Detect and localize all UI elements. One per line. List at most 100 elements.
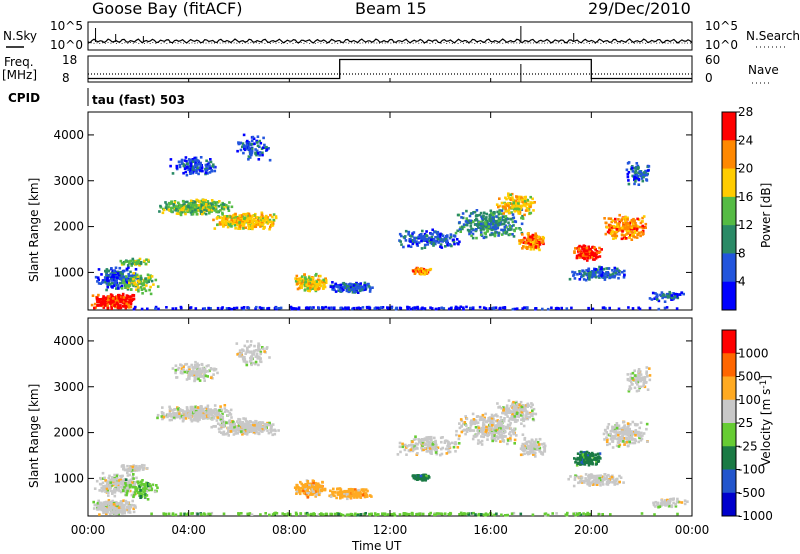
range-cell xyxy=(96,298,100,301)
range-cell xyxy=(216,371,219,375)
range-cell xyxy=(135,489,138,493)
range-cell xyxy=(125,278,129,281)
range-cell xyxy=(454,231,458,235)
range-cell xyxy=(111,299,115,303)
range-cell xyxy=(110,478,114,482)
range-cell xyxy=(594,271,598,274)
range-cell xyxy=(491,233,494,236)
range-cell xyxy=(188,377,191,380)
range-cell xyxy=(612,271,616,274)
range-cell xyxy=(182,415,185,419)
range-cell xyxy=(416,307,420,311)
range-cell xyxy=(177,415,180,419)
range-cell xyxy=(296,282,299,286)
range-cell xyxy=(343,285,346,288)
range-cell xyxy=(653,297,656,300)
range-cell xyxy=(347,283,350,286)
range-cell xyxy=(220,431,223,434)
range-cell xyxy=(113,275,116,279)
range-cell xyxy=(116,285,120,289)
range-cell xyxy=(179,212,182,215)
range-cell xyxy=(193,200,197,204)
range-cell xyxy=(582,244,586,247)
range-cell xyxy=(663,300,667,303)
range-cell xyxy=(126,505,129,509)
range-cell xyxy=(603,278,607,281)
range-cell xyxy=(484,235,488,239)
range-cell xyxy=(492,222,495,225)
range-cell xyxy=(302,489,305,493)
range-cell xyxy=(642,232,645,235)
range-cell xyxy=(635,162,639,165)
range-cell xyxy=(201,407,205,411)
range-cell xyxy=(469,212,473,215)
range-cell xyxy=(593,258,596,261)
range-cell xyxy=(148,483,151,486)
range-cell xyxy=(269,220,273,224)
range-cell xyxy=(136,279,140,283)
range-cell xyxy=(225,421,228,424)
range-cell xyxy=(214,408,217,411)
range-cell xyxy=(193,363,197,367)
range-cell xyxy=(351,291,355,294)
range-cell xyxy=(407,230,411,234)
range-cell xyxy=(244,226,247,229)
range-cell xyxy=(602,267,606,271)
range-cell xyxy=(527,238,531,242)
range-cell xyxy=(510,202,513,206)
range-cell xyxy=(587,254,591,258)
range-cell xyxy=(593,267,596,271)
range-cell xyxy=(119,474,123,478)
range-cell xyxy=(182,200,185,203)
power-scatter xyxy=(90,133,685,311)
range-cell xyxy=(587,268,590,272)
range-cell xyxy=(188,365,191,369)
range-cell xyxy=(114,504,118,507)
range-cell xyxy=(115,474,119,478)
range-cell xyxy=(189,418,193,421)
range-cell xyxy=(256,151,260,155)
range-cell xyxy=(517,205,520,208)
range-cell xyxy=(312,306,315,309)
range-cell xyxy=(235,342,239,345)
range-cell xyxy=(106,269,110,273)
range-cell xyxy=(339,283,343,287)
range-cell xyxy=(189,162,193,165)
range-cell xyxy=(636,233,639,236)
range-cell xyxy=(400,243,403,246)
range-cell xyxy=(468,232,471,236)
range-cell xyxy=(657,299,661,303)
range-cell xyxy=(298,487,301,491)
range-cell xyxy=(513,205,516,208)
range-cell xyxy=(648,306,652,310)
range-cell xyxy=(624,220,627,224)
range-cell xyxy=(591,307,595,311)
range-cell xyxy=(627,232,630,235)
range-cell xyxy=(472,220,475,224)
range-cell xyxy=(172,411,175,415)
range-cell xyxy=(205,364,209,368)
range-cell xyxy=(409,245,413,248)
range-cell xyxy=(342,281,345,285)
range-cell xyxy=(254,151,257,155)
range-cell xyxy=(195,407,198,411)
range-cell xyxy=(220,420,223,423)
range-cell xyxy=(523,236,526,240)
range-cell xyxy=(642,175,645,179)
range-cell xyxy=(96,276,100,279)
range-cell xyxy=(106,306,110,310)
range-cell xyxy=(210,202,213,205)
range-cell xyxy=(147,260,150,263)
range-cell xyxy=(156,416,159,420)
range-cell xyxy=(205,167,209,170)
range-cell xyxy=(206,416,209,420)
range-cell xyxy=(303,273,306,276)
range-cell xyxy=(598,273,602,276)
range-cell xyxy=(124,478,128,481)
range-cell xyxy=(119,490,123,494)
range-cell xyxy=(211,164,214,168)
range-cell xyxy=(143,259,146,263)
range-cell xyxy=(139,262,143,265)
range-cell xyxy=(423,246,427,249)
range-cell xyxy=(499,218,502,222)
